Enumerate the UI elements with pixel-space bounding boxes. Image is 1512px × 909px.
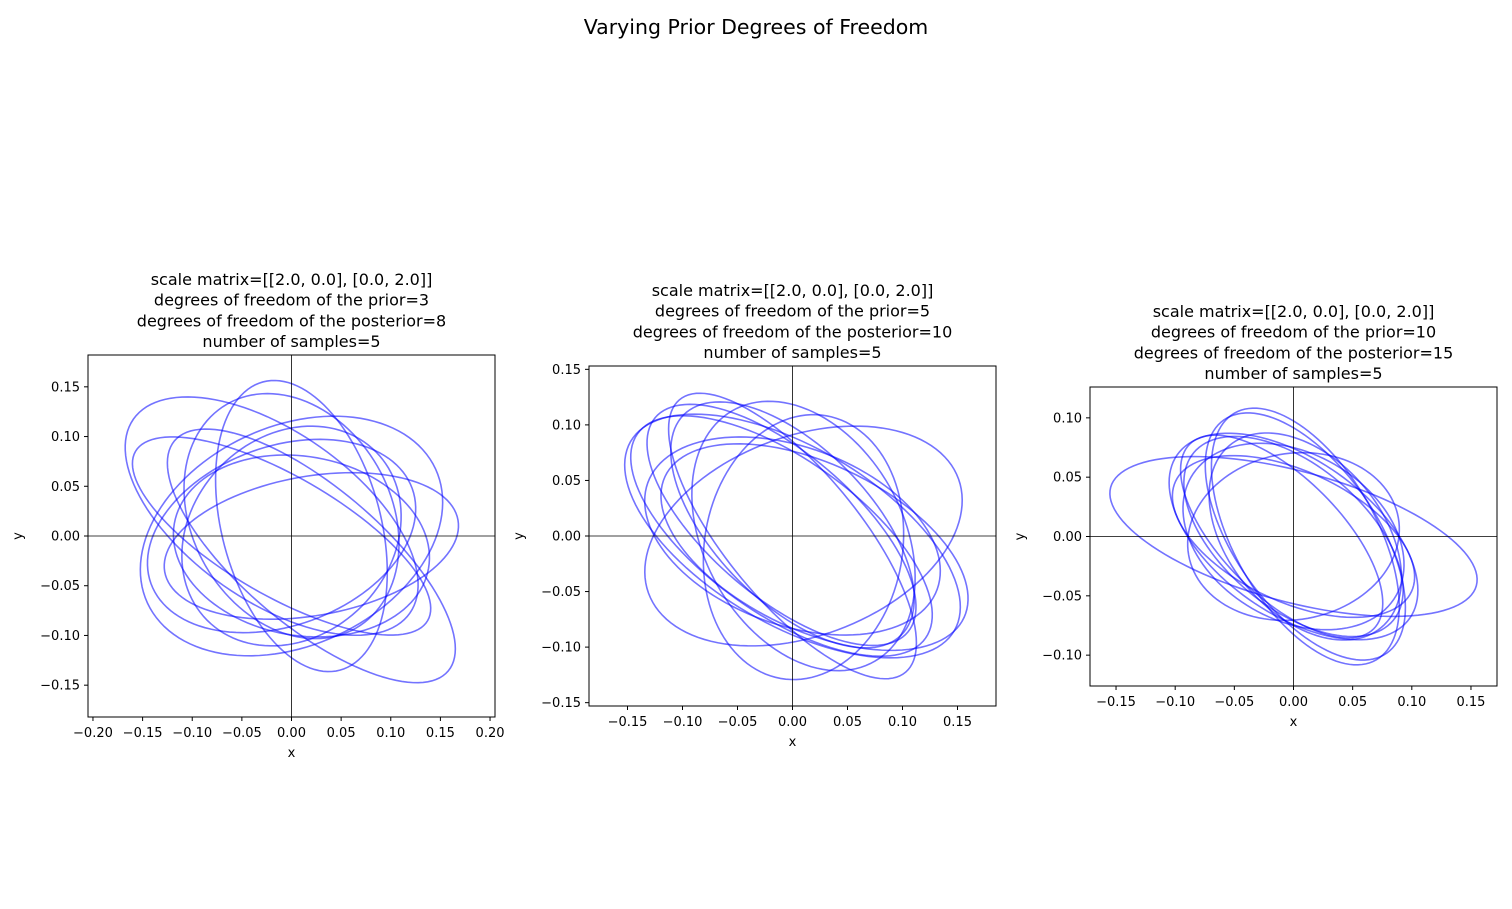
ellipse [172, 454, 431, 638]
x-tick-label: 0.10 [376, 726, 405, 741]
ellipse-series [623, 392, 969, 681]
subplot-title-line: degrees of freedom of the prior=5 [655, 302, 930, 321]
x-tick-label: 0.15 [1456, 695, 1485, 710]
x-tick-label: 0.15 [943, 715, 972, 730]
y-tick-label: −0.05 [1042, 589, 1082, 604]
x-tick-label: 0.00 [778, 715, 807, 730]
subplot-3: scale matrix=[[2.0, 0.0], [0.0, 2.0]] deg… [1013, 302, 1498, 730]
subplot-title-line: number of samples=5 [1204, 364, 1382, 383]
y-tick-label: 0.15 [552, 363, 581, 378]
y-tick-label: −0.05 [40, 579, 80, 594]
y-tick-label: 0.00 [552, 530, 581, 545]
y-tick-label: 0.10 [51, 430, 80, 445]
x-tick-label: 0.00 [1279, 695, 1308, 710]
x-tick-label: 0.05 [833, 715, 862, 730]
ellipse [629, 414, 934, 658]
ellipse [166, 428, 457, 684]
subplot-title-line: degrees of freedom of the prior=10 [1151, 323, 1436, 342]
x-axis-label: x [288, 746, 296, 761]
ellipse [1204, 412, 1407, 661]
subplot-title-line: degrees of freedom of the posterior=15 [1134, 343, 1454, 362]
subplot-1: scale matrix=[[2.0, 0.0], [0.0, 2.0]] deg… [11, 270, 505, 761]
panels: scale matrix=[[2.0, 0.0], [0.0, 2.0]] deg… [11, 270, 1498, 761]
ellipse [691, 400, 916, 672]
y-tick-label: 0.10 [552, 418, 581, 433]
subplot-title-line: degrees of freedom of the prior=3 [154, 291, 429, 310]
y-tick-label: 0.05 [552, 474, 581, 489]
x-tick-label: 0.20 [476, 726, 505, 741]
y-tick-label: −0.15 [541, 696, 581, 711]
ellipse [1168, 432, 1419, 641]
subplot-title-line: scale matrix=[[2.0, 0.0], [0.0, 2.0]] [151, 270, 433, 289]
x-tick-label: 0.00 [277, 726, 306, 741]
subplot-title-line: scale matrix=[[2.0, 0.0], [0.0, 2.0]] [652, 281, 934, 300]
y-axis-label: y [11, 532, 26, 540]
ellipse [1208, 432, 1403, 641]
x-tick-label: 0.05 [327, 726, 356, 741]
x-tick-label: 0.10 [1397, 695, 1426, 710]
y-tick-label: 0.15 [51, 380, 80, 395]
x-axis-label: x [1290, 715, 1298, 730]
y-axis-label: y [1013, 532, 1028, 540]
y-tick-label: 0.00 [1053, 530, 1082, 545]
subplot-2: scale matrix=[[2.0, 0.0], [0.0, 2.0]] deg… [512, 281, 997, 750]
y-tick-label: 0.10 [1053, 411, 1082, 426]
ellipse-series [124, 379, 460, 684]
subplot-title-line: degrees of freedom of the posterior=8 [137, 311, 446, 330]
ellipse [623, 413, 962, 659]
x-tick-label: −0.15 [608, 715, 648, 730]
ellipse [1179, 434, 1384, 639]
x-tick-label: 0.05 [1338, 695, 1367, 710]
y-tick-label: −0.10 [541, 641, 581, 656]
y-tick-label: −0.05 [541, 585, 581, 600]
x-tick-label: −0.05 [1214, 695, 1254, 710]
ellipse [1186, 451, 1401, 622]
subplot-title-line: number of samples=5 [202, 332, 380, 351]
y-tick-label: 0.05 [1053, 471, 1082, 486]
ellipse-series [1109, 407, 1478, 666]
ellipse [163, 471, 460, 621]
ellipse [181, 425, 402, 647]
figure-title: Varying Prior Degrees of Freedom [584, 15, 929, 39]
x-tick-label: −0.10 [1155, 695, 1195, 710]
ellipse [1210, 407, 1401, 666]
y-axis-label: y [512, 532, 527, 540]
x-tick-label: −0.10 [172, 726, 212, 741]
ellipse [146, 438, 417, 634]
ellipse [1171, 454, 1416, 619]
y-tick-label: 0.05 [51, 480, 80, 495]
x-tick-label: −0.15 [1096, 695, 1136, 710]
ellipse [660, 443, 969, 652]
x-tick-label: −0.05 [718, 715, 758, 730]
y-tick-label: −0.10 [40, 629, 80, 644]
ellipse [131, 436, 432, 636]
x-tick-label: −0.10 [663, 715, 703, 730]
x-tick-label: −0.15 [123, 726, 163, 741]
subplot-title-line: number of samples=5 [703, 343, 881, 362]
y-tick-label: −0.10 [1042, 649, 1082, 664]
x-axis-label: x [789, 735, 797, 750]
x-tick-label: 0.15 [426, 726, 455, 741]
ellipse [643, 436, 942, 636]
y-tick-label: 0.00 [51, 530, 80, 545]
x-tick-label: −0.20 [73, 726, 113, 741]
y-tick-label: −0.15 [40, 679, 80, 694]
ellipse [214, 379, 389, 673]
ellipse [669, 401, 916, 649]
x-tick-label: −0.05 [222, 726, 262, 741]
x-tick-label: 0.10 [888, 715, 917, 730]
ellipse [183, 392, 400, 640]
ellipse [667, 392, 918, 680]
subplot-title-line: degrees of freedom of the posterior=10 [633, 322, 953, 341]
ellipse [646, 403, 917, 647]
subplot-title-line: scale matrix=[[2.0, 0.0], [0.0, 2.0]] [1153, 302, 1435, 321]
